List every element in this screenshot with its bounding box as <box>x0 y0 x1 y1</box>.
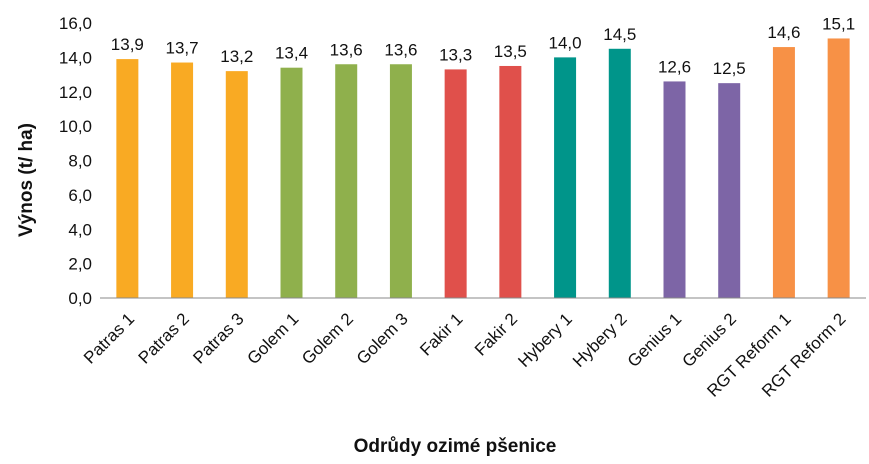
x-tick-label: Patras 1 <box>80 309 138 367</box>
x-axis-label: Odrůdy ozimé pšenice <box>354 436 557 457</box>
bar <box>280 67 303 298</box>
y-tick-label: 0,0 <box>68 289 92 308</box>
bar <box>663 81 686 298</box>
y-tick-label: 4,0 <box>68 220 92 239</box>
x-tick-label: Golem 2 <box>298 309 357 368</box>
bar <box>171 62 194 298</box>
y-tick-label: 12,0 <box>59 83 92 102</box>
x-tick-label: Fakir 1 <box>416 309 466 359</box>
bar <box>772 47 795 298</box>
data-labels: 13,9 13,7 13,2 13,4 13,6 13,6 13,3 13,5 14,0 14,5… <box>111 14 855 78</box>
x-tick-label: Hybery 2 <box>569 309 631 371</box>
data-label: 13,7 <box>166 39 199 58</box>
bar <box>827 38 850 298</box>
bar <box>389 64 412 298</box>
y-axis-ticks: 0,0 2,0 4,0 6,0 8,0 10,0 12,0 14,0 16,0 <box>59 14 92 308</box>
data-label: 15,1 <box>822 14 855 33</box>
y-tick-label: 2,0 <box>68 255 92 274</box>
x-tick-label: Genius 1 <box>624 309 686 371</box>
y-tick-label: 10,0 <box>59 117 92 136</box>
data-label: 13,2 <box>220 47 253 66</box>
x-tick-label: Patras 2 <box>135 309 193 367</box>
bar <box>444 69 467 298</box>
data-label: 13,9 <box>111 35 144 54</box>
bar <box>554 57 577 298</box>
y-tick-label: 6,0 <box>68 186 92 205</box>
data-label: 12,5 <box>713 59 746 78</box>
y-tick-label: 16,0 <box>59 14 92 33</box>
bar <box>335 64 358 298</box>
x-tick-label: Golem 1 <box>243 309 302 368</box>
y-tick-label: 8,0 <box>68 152 92 171</box>
y-tick-label: 14,0 <box>59 48 92 67</box>
data-label: 12,6 <box>658 57 691 76</box>
data-label: 14,5 <box>603 25 636 44</box>
data-label: 13,3 <box>439 45 472 64</box>
bar <box>608 48 631 298</box>
data-label: 13,6 <box>384 40 417 59</box>
data-label: 13,6 <box>330 40 363 59</box>
data-label: 13,5 <box>494 42 527 61</box>
x-tick-label: Patras 3 <box>189 309 247 367</box>
data-label: 13,4 <box>275 44 308 63</box>
bars <box>116 38 850 298</box>
data-label: 14,0 <box>549 33 582 52</box>
bar <box>225 71 248 298</box>
bar <box>718 83 741 298</box>
data-label: 14,6 <box>767 23 800 42</box>
y-axis-label: Výnos (t/ ha) <box>16 123 37 237</box>
bar <box>116 59 139 298</box>
x-tick-label: Golem 3 <box>353 309 412 368</box>
x-tick-label: Hybery 1 <box>514 309 576 371</box>
bar <box>499 65 522 298</box>
x-tick-label: Fakir 2 <box>471 309 521 359</box>
